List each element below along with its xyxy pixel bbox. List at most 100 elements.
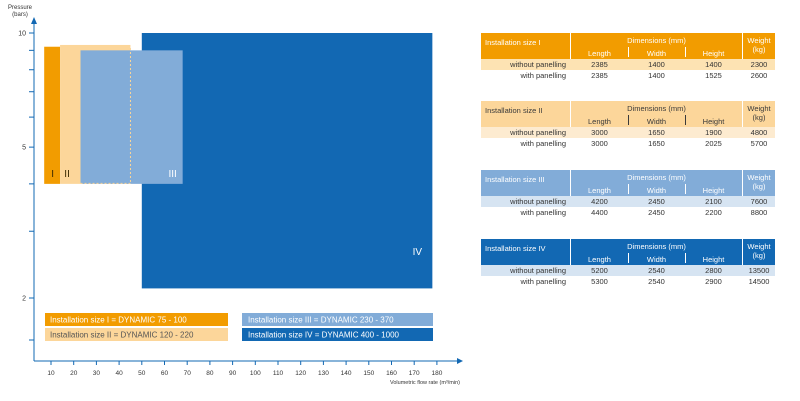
cell-length: 2385 bbox=[591, 71, 608, 80]
row-label: without panelling bbox=[510, 60, 566, 69]
col-width-label: Width bbox=[646, 186, 667, 195]
cell-height: 1900 bbox=[705, 128, 722, 137]
x-tick-label: 30 bbox=[93, 370, 101, 377]
table-row: with panelling 2385 1400 1525 2600 bbox=[481, 70, 775, 81]
row-label: with panelling bbox=[520, 71, 566, 80]
cell-width: 2450 bbox=[648, 208, 665, 217]
cell-width: 2450 bbox=[648, 197, 665, 206]
cell-weight: 8800 bbox=[750, 208, 768, 217]
cell-length: 4400 bbox=[591, 208, 608, 217]
cell-weight: 2300 bbox=[750, 60, 768, 69]
dimensions-label: Dimensions (mm) bbox=[627, 104, 686, 113]
col-height-label: Height bbox=[702, 49, 725, 58]
dimensions-label: Dimensions (mm) bbox=[627, 242, 686, 251]
dimensions-header-cell: Dimensions (mm) Length Width Height bbox=[571, 170, 742, 196]
cell-height: 2200 bbox=[705, 208, 722, 217]
header-divider bbox=[628, 253, 629, 263]
y-axis-arrow-icon bbox=[31, 17, 37, 24]
table-size-iii: Installation size III Dimensions (mm) Le… bbox=[481, 170, 775, 218]
header-divider bbox=[628, 184, 629, 194]
legend-label-size-iii: Installation size III = DYNAMIC 230 - 37… bbox=[248, 316, 394, 325]
cell-length: 2385 bbox=[591, 60, 608, 69]
y-tick-label: 10 bbox=[18, 31, 26, 38]
table-row: without panelling 2385 1400 1400 2300 bbox=[481, 59, 775, 70]
x-tick-label: 10 bbox=[47, 370, 55, 377]
header-divider bbox=[628, 115, 629, 125]
x-tick-label: 150 bbox=[363, 370, 374, 377]
cell-height: 2800 bbox=[705, 266, 722, 275]
cell-height: 2100 bbox=[705, 197, 722, 206]
x-tick-label: 80 bbox=[206, 370, 214, 377]
region-label-i: I bbox=[51, 169, 54, 180]
table-row: with panelling 3000 1650 2025 5700 bbox=[481, 138, 775, 149]
region-size-i bbox=[44, 46, 61, 184]
col-height-label: Height bbox=[702, 117, 725, 126]
x-tick-label: 50 bbox=[138, 370, 146, 377]
cell-width: 1650 bbox=[648, 139, 665, 148]
weight-header-cell: Weight (kg) bbox=[743, 101, 775, 127]
col-length-label: Length bbox=[588, 117, 611, 126]
x-ticks-layer: 10 20 30 40 50 60 70 80 90 100 110 120 130 140 150 160 1… bbox=[47, 361, 443, 377]
dimensions-label: Dimensions (mm) bbox=[627, 36, 686, 45]
region-label-iv: IV bbox=[413, 247, 423, 258]
row-label: without panelling bbox=[510, 197, 566, 206]
cell-width: 1400 bbox=[648, 60, 665, 69]
row-label: with panelling bbox=[520, 139, 566, 148]
col-length-label: Length bbox=[588, 186, 611, 195]
header-divider bbox=[685, 47, 686, 57]
weight-header-cell: Weight (kg) bbox=[743, 33, 775, 59]
col-weight-label: Weight (kg) bbox=[747, 36, 771, 54]
table-title: Installation size I bbox=[485, 38, 541, 47]
x-tick-label: 160 bbox=[386, 370, 397, 377]
cell-length: 3000 bbox=[591, 139, 608, 148]
cell-height: 2900 bbox=[705, 277, 722, 286]
x-tick-label: 70 bbox=[184, 370, 192, 377]
legend: Installation size I = DYNAMIC 75 - 100 I… bbox=[45, 313, 433, 341]
region-size-iii bbox=[80, 50, 183, 184]
cell-width: 2540 bbox=[648, 266, 665, 275]
table-header: Installation size II Dimensions (mm) Len… bbox=[481, 101, 775, 127]
col-length-label: Length bbox=[588, 255, 611, 264]
col-length-label: Length bbox=[588, 49, 611, 58]
table-size-ii: Installation size II Dimensions (mm) Len… bbox=[481, 101, 775, 149]
x-tick-label: 110 bbox=[273, 370, 284, 377]
table-title-cell: Installation size III bbox=[481, 170, 570, 196]
legend-swatch-size-ii bbox=[45, 328, 228, 341]
table-header: Installation size III Dimensions (mm) Le… bbox=[481, 170, 775, 196]
cell-length: 4200 bbox=[591, 197, 608, 206]
x-axis-arrow-icon bbox=[457, 358, 463, 364]
cell-weight: 7600 bbox=[750, 197, 768, 206]
region-size-iv bbox=[141, 33, 433, 289]
x-tick-label: 40 bbox=[115, 370, 123, 377]
table-row: with panelling 4400 2450 2200 8800 bbox=[481, 207, 775, 218]
cell-length: 5200 bbox=[591, 266, 608, 275]
cell-weight: 13500 bbox=[748, 266, 770, 275]
table-row: without panelling 3000 1650 1900 4800 bbox=[481, 127, 775, 138]
cell-weight: 4800 bbox=[750, 128, 768, 137]
x-tick-label: 140 bbox=[341, 370, 352, 377]
x-tick-label: 90 bbox=[229, 370, 237, 377]
table-header: Installation size IV Dimensions (mm) Len… bbox=[481, 239, 775, 265]
weight-header-cell: Weight (kg) bbox=[743, 239, 775, 265]
weight-header-cell: Weight (kg) bbox=[743, 170, 775, 196]
y-tick-label: 2 bbox=[22, 296, 26, 303]
table-title: Installation size III bbox=[485, 175, 545, 184]
col-width-label: Width bbox=[646, 255, 667, 264]
y-ticks-layer: 2 5 10 bbox=[18, 31, 34, 341]
dimensions-header-cell: Dimensions (mm) Length Width Height bbox=[571, 33, 742, 59]
x-tick-label: 170 bbox=[409, 370, 420, 377]
region-label-ii: II bbox=[64, 169, 70, 180]
cell-width: 1650 bbox=[648, 128, 665, 137]
row-label: without panelling bbox=[510, 128, 566, 137]
y-axis-label-line-1: Pressure bbox=[8, 5, 33, 11]
x-axis-label: Volumetric flow rate (m³/min) bbox=[390, 380, 460, 386]
x-tick-label: 130 bbox=[318, 370, 329, 377]
x-tick-label: 60 bbox=[161, 370, 169, 377]
cell-height: 1400 bbox=[705, 60, 722, 69]
legend-swatch-size-i bbox=[45, 313, 228, 326]
header-divider bbox=[628, 47, 629, 57]
legend-swatch-size-iv bbox=[242, 328, 433, 341]
x-tick-label: 180 bbox=[431, 370, 442, 377]
